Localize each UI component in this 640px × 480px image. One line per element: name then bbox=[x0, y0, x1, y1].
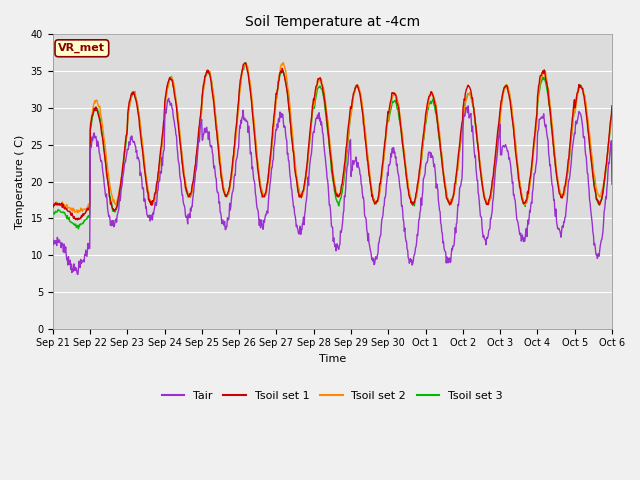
Y-axis label: Temperature ( C): Temperature ( C) bbox=[15, 134, 25, 228]
Text: VR_met: VR_met bbox=[58, 43, 106, 53]
X-axis label: Time: Time bbox=[319, 354, 346, 364]
Title: Soil Temperature at -4cm: Soil Temperature at -4cm bbox=[244, 15, 420, 29]
Legend: Tair, Tsoil set 1, Tsoil set 2, Tsoil set 3: Tair, Tsoil set 1, Tsoil set 2, Tsoil se… bbox=[157, 386, 508, 406]
